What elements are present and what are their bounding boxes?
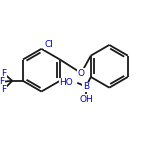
Text: F: F	[0, 77, 4, 86]
Text: OH: OH	[79, 95, 93, 104]
Text: Cl: Cl	[45, 40, 54, 49]
Text: F: F	[1, 69, 6, 78]
Text: HO: HO	[60, 78, 73, 87]
Text: F: F	[1, 85, 6, 94]
Text: B: B	[83, 82, 89, 91]
Text: O: O	[78, 69, 85, 78]
